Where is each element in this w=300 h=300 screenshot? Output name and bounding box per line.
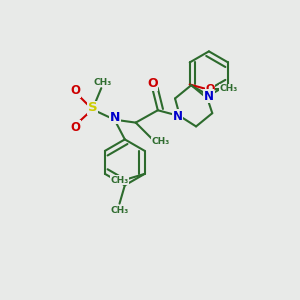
Text: CH₃: CH₃ (94, 78, 112, 87)
Text: CH₃: CH₃ (151, 137, 169, 146)
Text: N: N (110, 111, 120, 124)
Text: N: N (172, 110, 182, 123)
Text: N: N (204, 90, 214, 103)
Text: S: S (88, 101, 97, 114)
Text: CH₃: CH₃ (220, 84, 238, 93)
Text: CH₃: CH₃ (111, 176, 129, 185)
Text: O: O (205, 84, 214, 94)
Text: O: O (70, 121, 80, 134)
Text: O: O (147, 77, 158, 90)
Text: O: O (70, 84, 80, 97)
Text: CH₃: CH₃ (110, 206, 129, 215)
